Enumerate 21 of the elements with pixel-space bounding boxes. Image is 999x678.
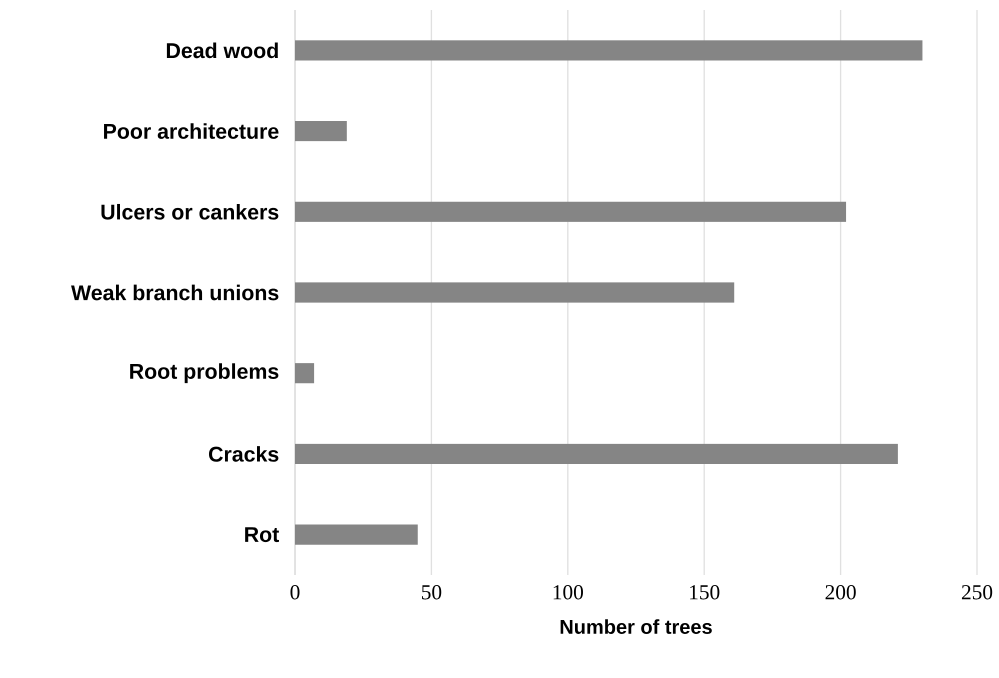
- bar: [295, 202, 846, 222]
- x-tick-label: 100: [554, 585, 583, 600]
- x-axis-title: Number of trees: [560, 619, 712, 634]
- y-tick-label: Rot: [245, 527, 279, 542]
- y-tick-label: Dead wood: [166, 42, 278, 58]
- y-tick-label: Poor architecture: [104, 123, 278, 139]
- x-tick-label: 150: [690, 585, 720, 600]
- x-tick-label: 0: [290, 585, 300, 600]
- bar: [295, 40, 922, 60]
- x-tick-label: 50: [422, 585, 442, 600]
- bar: [295, 282, 734, 303]
- bar: [295, 120, 347, 142]
- bar: [295, 444, 898, 464]
- x-tick-label: 200: [826, 585, 856, 600]
- y-tick-label: Cracks: [208, 446, 278, 462]
- y-tick-label: Root problems: [130, 363, 278, 384]
- y-tick-label: Ulcers or cankers: [101, 204, 278, 220]
- bar: [295, 524, 418, 545]
- y-tick-label: Weak branch unions: [71, 284, 278, 300]
- x-tick-label: 250: [962, 585, 992, 600]
- bar: [295, 363, 314, 384]
